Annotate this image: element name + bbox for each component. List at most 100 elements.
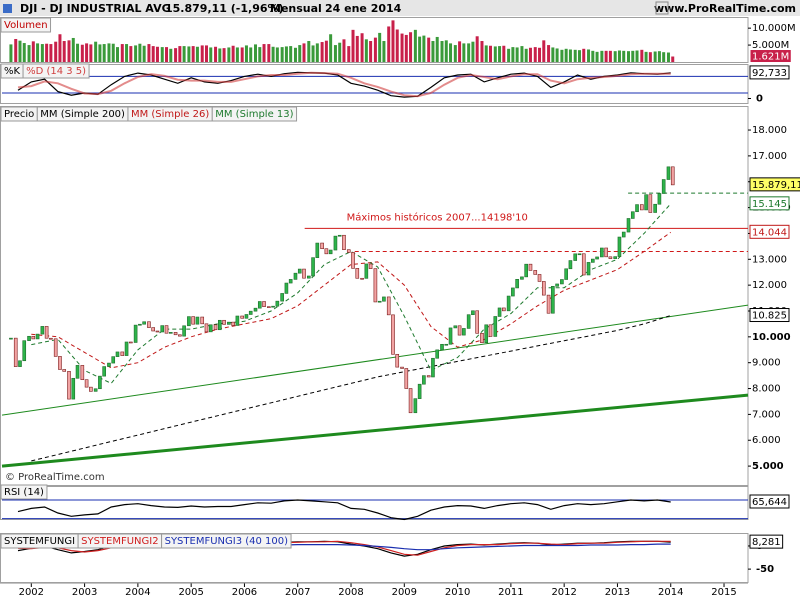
candle-body	[364, 263, 369, 279]
volume-bar	[480, 41, 484, 62]
candle-body	[608, 256, 613, 259]
volume-bar	[271, 46, 275, 62]
x-tick-label: 2014	[658, 587, 683, 598]
candle-body	[275, 300, 280, 307]
x-tick-label: 2009	[392, 587, 417, 598]
volume-bar	[364, 39, 368, 62]
candle-body	[440, 343, 444, 351]
candle-body	[346, 249, 351, 253]
moving-average	[31, 203, 672, 385]
candle-body	[124, 341, 129, 356]
volume-bar	[395, 29, 399, 63]
volume-bar	[427, 37, 431, 62]
x-tick-label: 2007	[285, 587, 310, 598]
candle-body	[75, 365, 80, 379]
volume-bar	[644, 51, 648, 62]
candle-body	[497, 307, 502, 317]
trend-line	[1, 393, 749, 468]
volume-bar	[125, 44, 129, 62]
last-value-box	[749, 196, 790, 211]
volume-bar	[520, 46, 524, 62]
header-bar	[0, 0, 800, 16]
volume-bar	[231, 45, 235, 62]
candle-body	[253, 307, 258, 312]
candle-body	[471, 310, 475, 315]
volume-bar	[560, 49, 564, 62]
candle-body	[200, 316, 205, 325]
x-tick-label: 2013	[605, 587, 630, 598]
candle-body	[577, 253, 582, 256]
x-tick-label: 2005	[178, 587, 203, 598]
candle-body	[89, 386, 93, 392]
volume-bar	[280, 47, 284, 62]
volume-bar	[617, 50, 621, 62]
volume-bar	[604, 50, 608, 62]
candle-body	[377, 300, 382, 303]
volume-bar	[147, 44, 151, 62]
volume-bar	[227, 47, 231, 62]
candle-body	[337, 234, 342, 237]
volume-bar	[608, 50, 612, 62]
volume-bar	[400, 33, 404, 62]
candle-body	[191, 316, 195, 325]
volume-bar	[244, 45, 248, 62]
x-tick-label: 2003	[72, 587, 97, 598]
volume-bar	[404, 34, 408, 62]
candle-body	[661, 179, 666, 194]
candle-body	[231, 321, 235, 326]
candle-body	[31, 335, 36, 340]
volume-bar	[382, 41, 386, 62]
volume-bar	[49, 44, 53, 62]
last-value-label: 92,733	[752, 68, 787, 79]
candle-body	[386, 296, 391, 316]
candle-body	[262, 301, 266, 307]
volume-bar	[249, 47, 253, 62]
candle-body	[502, 307, 506, 312]
candle-body	[355, 268, 360, 279]
volume-bar	[627, 51, 631, 62]
volume-bar	[538, 47, 542, 62]
candle-body	[204, 323, 209, 333]
volume-bar	[360, 33, 364, 62]
candle-body	[178, 334, 182, 337]
volume-bar	[138, 43, 142, 62]
last-value-box	[749, 534, 784, 549]
y-tick-label: -50	[756, 564, 774, 575]
candle-body	[591, 258, 595, 263]
candle-body	[586, 262, 591, 276]
x-tick-label: 2011	[498, 587, 523, 598]
indicator-line	[17, 71, 671, 98]
last-value-box	[749, 224, 790, 239]
candle-body	[391, 314, 395, 355]
last-price: 15.879,11 (-1,96%)	[165, 2, 284, 15]
candle-body	[155, 330, 160, 333]
candle-body	[506, 295, 511, 312]
volume-bar	[67, 40, 71, 62]
volume-bar	[240, 47, 244, 62]
volume-bar	[54, 41, 58, 62]
legend-label: SYSTEMFUNGI3 (40 100)	[165, 536, 289, 547]
candle-body	[666, 166, 671, 180]
volume-bar	[262, 44, 266, 62]
volume-bar	[165, 47, 169, 62]
candle-body	[240, 315, 244, 319]
last-value-label: 1.621M	[752, 52, 789, 63]
candle-body	[213, 324, 218, 331]
candle-body	[653, 203, 657, 213]
volume-bar	[14, 38, 18, 62]
candle-body	[581, 253, 586, 276]
volume-bar	[587, 49, 591, 62]
y-tick-label: 10.000M	[752, 23, 796, 34]
volume-bar	[577, 50, 581, 62]
candle-body	[515, 279, 519, 289]
candle-body	[280, 293, 284, 302]
legend-label: Volumen	[4, 20, 48, 31]
volume-bar	[275, 47, 279, 62]
volume-bar	[387, 26, 391, 62]
volume-bar	[160, 47, 164, 62]
candle-body	[306, 275, 311, 279]
volume-bar	[640, 49, 644, 62]
window-button[interactable]	[655, 1, 669, 15]
volume-bar	[9, 44, 13, 62]
